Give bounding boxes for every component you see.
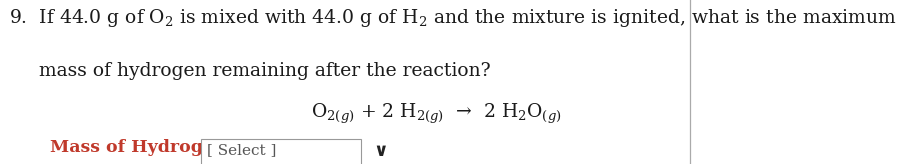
Text: ∨: ∨	[373, 142, 388, 160]
Text: [ Select ]: [ Select ]	[207, 143, 277, 157]
Text: O$_{2(g)}$ + 2 H$_{2(g)}$  →  2 H$_{2}$O$_{(g)}$: O$_{2(g)}$ + 2 H$_{2(g)}$ → 2 H$_{2}$O$_…	[311, 102, 561, 126]
Text: 9.  If 44.0 g of O$_{2}$ is mixed with 44.0 g of H$_{2}$ and the mixture is igni: 9. If 44.0 g of O$_{2}$ is mixed with 44…	[9, 7, 897, 29]
Text: mass of hydrogen remaining after the reaction?: mass of hydrogen remaining after the rea…	[9, 62, 491, 80]
Text: Mass of Hydrogen:: Mass of Hydrogen:	[50, 139, 233, 156]
FancyBboxPatch shape	[201, 139, 361, 164]
